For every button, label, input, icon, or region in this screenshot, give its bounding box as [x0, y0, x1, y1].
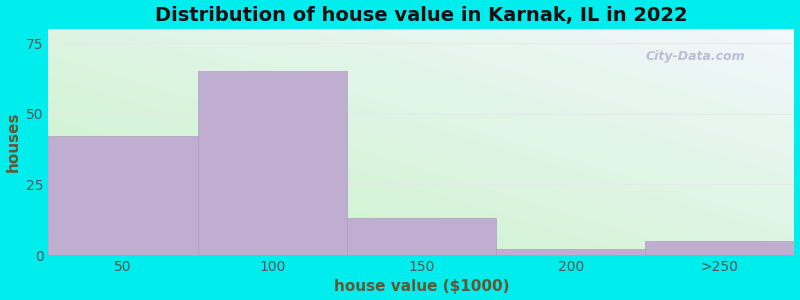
Bar: [646, 241, 794, 255]
X-axis label: house value ($1000): house value ($1000): [334, 279, 510, 294]
Text: City-Data.com: City-Data.com: [646, 50, 745, 62]
Y-axis label: houses: houses: [6, 112, 21, 172]
Title: Distribution of house value in Karnak, IL in 2022: Distribution of house value in Karnak, I…: [155, 6, 688, 25]
Bar: [496, 249, 646, 255]
Bar: [198, 71, 347, 255]
Bar: [347, 218, 496, 255]
Bar: [49, 136, 198, 255]
